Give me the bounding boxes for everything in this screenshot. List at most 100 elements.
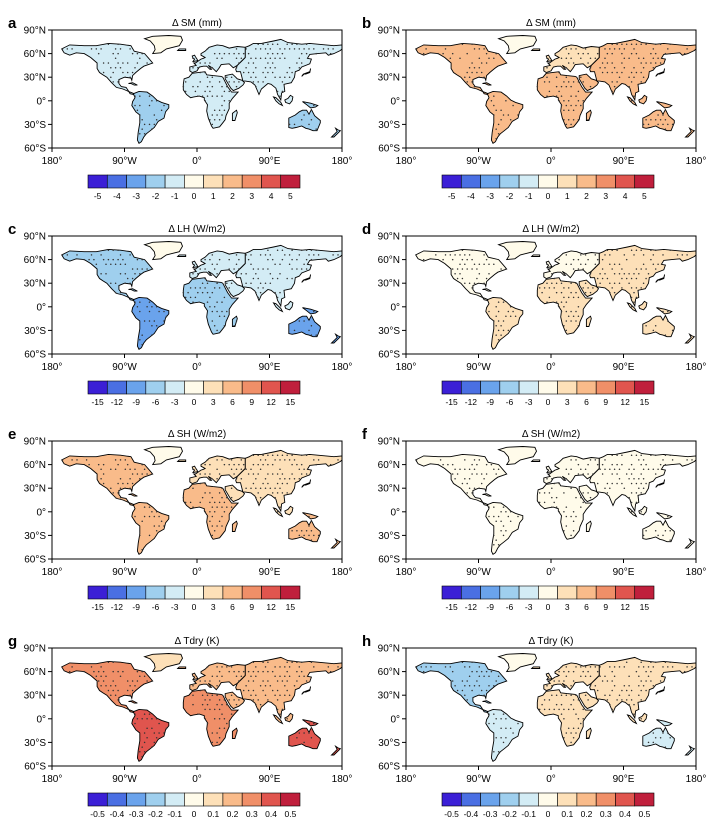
land-arabia (224, 279, 246, 298)
stipple-dot (267, 670, 269, 673)
stipple-dot (625, 277, 628, 280)
stipple-dot (471, 287, 473, 289)
stipple-dot (560, 57, 563, 60)
stipple-dot (613, 685, 616, 687)
stipple-dot (647, 123, 650, 126)
stipple-dot (223, 501, 226, 504)
stipple-dot (296, 258, 298, 261)
colorbar-bin (518, 174, 539, 189)
lon-tick-label: 90°W (112, 774, 137, 785)
stipple-dot (473, 468, 476, 471)
stipple-dot (66, 48, 69, 50)
stipple-dot (269, 254, 272, 256)
land-iceland (530, 666, 541, 669)
colorbar-bin (280, 585, 301, 600)
colorbar-bin (480, 585, 501, 600)
stipple-dot (284, 459, 286, 461)
stipple-dot (134, 104, 136, 107)
land-north-america (415, 660, 508, 713)
stipple-dot (654, 52, 657, 55)
stipple-dot (560, 666, 563, 668)
stipple-dot (645, 529, 647, 532)
stipple-dot (606, 277, 609, 280)
stipple-dot (582, 81, 584, 83)
stipple-dot (589, 666, 592, 668)
lon-tick-label: 90°E (613, 567, 635, 578)
stipple-dot (611, 708, 613, 711)
land-borneo (284, 712, 294, 723)
stipple-dot (291, 258, 293, 261)
stipple-dot (478, 273, 481, 275)
stipple-dot (633, 301, 635, 303)
stipple-dot (259, 57, 262, 60)
stipple-dot (461, 268, 464, 270)
stipple-dot (640, 268, 642, 270)
stipple-dot (114, 694, 117, 696)
stipple-dot (505, 736, 507, 739)
stipple-dot (238, 81, 240, 83)
stipple-dot (269, 48, 272, 50)
stipple-dot (303, 468, 305, 471)
stipple-dot (567, 109, 570, 111)
stipple-dot (601, 277, 604, 280)
stipple-dot (211, 310, 214, 313)
stipple-dot (565, 675, 568, 678)
stipple-dot (642, 67, 645, 69)
stipple-dot (131, 689, 134, 692)
stipple-dot (618, 666, 621, 668)
stipple-dot (623, 273, 626, 275)
colorbar-bin (557, 585, 578, 600)
stipple-dot (264, 254, 267, 256)
stipple-dot (609, 291, 611, 294)
stipple-dot (141, 670, 143, 673)
stipple-dot (664, 128, 667, 130)
stipple-dot (105, 273, 107, 275)
colorbar-bin (480, 380, 501, 395)
stipple-dot (555, 506, 558, 508)
colorbar: -5 -4 -3 -2 -1 0 1 2 3 4 5 (441, 174, 655, 201)
stipple-dot (216, 468, 218, 471)
stipple-dot (245, 685, 247, 687)
stipple-dot (61, 459, 64, 461)
stipple-dot (184, 81, 187, 83)
lat-tick-label: 60°N (378, 49, 400, 60)
stipple-dot (141, 118, 143, 121)
colorbar: -15 -12 -9 -6 -3 0 3 6 9 12 15 (87, 585, 301, 612)
stipple-dot (267, 473, 269, 475)
stipple-dot (563, 718, 565, 720)
stipple-dot (119, 291, 122, 294)
stipple-dot (259, 282, 262, 284)
colorbar-label: 0.5 (638, 809, 650, 819)
stipple-dot (478, 675, 481, 678)
stipple-dot (662, 534, 664, 537)
stipple-dot (488, 722, 490, 725)
colorbar-label: -0.1 (167, 809, 182, 819)
stipple-dot (124, 76, 127, 78)
stipple-dot (267, 268, 269, 270)
colorbar-label: 2 (230, 191, 235, 201)
stipple-dot (90, 666, 93, 668)
stipple-dot (112, 81, 114, 83)
stipple-dot (604, 487, 606, 489)
stipple-dot (480, 473, 483, 475)
stipple-dot (235, 48, 238, 50)
stipple-dot (580, 263, 582, 266)
stipple-dot (640, 680, 642, 682)
stipple-dot (657, 123, 659, 126)
stipple-dot (247, 473, 250, 475)
stipple-dot (199, 81, 201, 83)
stipple-dot (654, 529, 657, 532)
stipple-dot (464, 263, 466, 266)
stipple-dot (235, 675, 238, 678)
stipple-dot (451, 670, 454, 673)
land-australia (288, 519, 321, 543)
stipple-dot (262, 463, 264, 466)
stipple-dot (228, 100, 230, 102)
panel-label-h: h (362, 633, 371, 650)
stipple-dot (158, 722, 160, 725)
stipple-dot (476, 680, 478, 682)
stipple-dot (464, 76, 466, 78)
colorbar-bin (164, 174, 185, 189)
stipple-dot (584, 48, 587, 50)
stipple-dot (471, 689, 473, 692)
